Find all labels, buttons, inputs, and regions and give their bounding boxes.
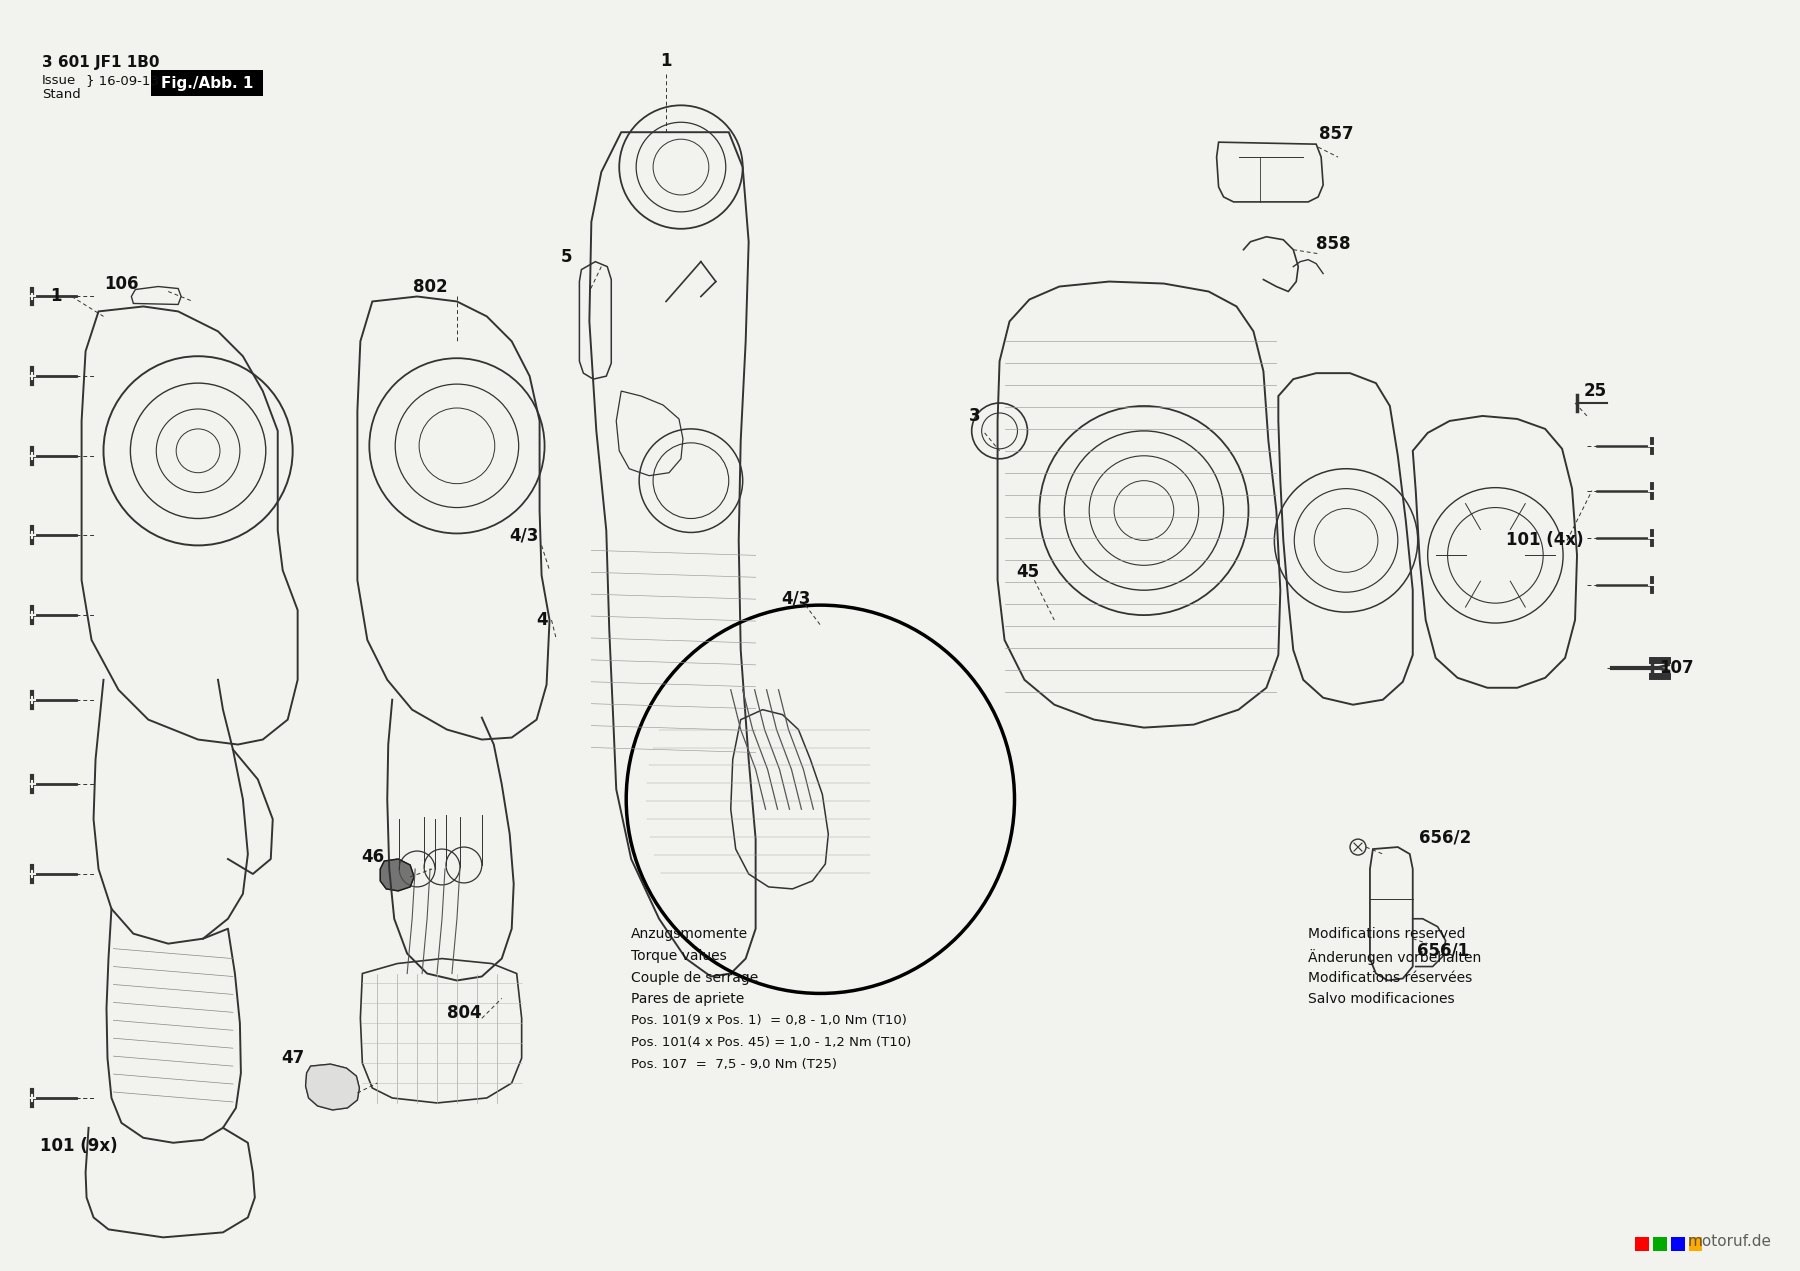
Text: 857: 857: [1319, 126, 1354, 144]
FancyBboxPatch shape: [151, 70, 263, 97]
Text: 106: 106: [104, 275, 139, 292]
Text: Pos. 107  =  7,5 - 9,0 Nm (T25): Pos. 107 = 7,5 - 9,0 Nm (T25): [632, 1059, 837, 1071]
Text: Torque values: Torque values: [632, 948, 727, 962]
Text: 3 601 JF1 1B0: 3 601 JF1 1B0: [41, 55, 158, 70]
Text: Fig./Abb. 1: Fig./Abb. 1: [160, 76, 254, 92]
Polygon shape: [306, 1064, 360, 1110]
Polygon shape: [380, 859, 414, 891]
Text: 858: 858: [1316, 235, 1350, 253]
Text: 101 (4x): 101 (4x): [1507, 531, 1584, 549]
Text: Modifications reserved: Modifications reserved: [1309, 927, 1465, 941]
Text: Anzugsmomente: Anzugsmomente: [632, 927, 749, 941]
Text: 4/3: 4/3: [509, 526, 538, 544]
Text: Pos. 101(9 x Pos. 1)  = 0,8 - 1,0 Nm (T10): Pos. 101(9 x Pos. 1) = 0,8 - 1,0 Nm (T10…: [632, 1014, 907, 1027]
Text: 25: 25: [1584, 383, 1607, 400]
Text: 4: 4: [536, 611, 547, 629]
Text: Änderungen vorbehalten: Änderungen vorbehalten: [1309, 948, 1481, 965]
Text: Modifications réservées: Modifications réservées: [1309, 971, 1472, 985]
FancyBboxPatch shape: [1634, 1238, 1649, 1251]
Text: 1: 1: [50, 287, 61, 305]
Text: 101 (9x): 101 (9x): [40, 1136, 117, 1155]
Text: 802: 802: [412, 277, 448, 296]
Text: Pos. 101(4 x Pos. 45) = 1,0 - 1,2 Nm (T10): Pos. 101(4 x Pos. 45) = 1,0 - 1,2 Nm (T1…: [632, 1036, 911, 1050]
Text: 1: 1: [661, 52, 671, 70]
Text: 47: 47: [281, 1049, 304, 1068]
Text: } 16-09-13: } 16-09-13: [86, 75, 158, 88]
FancyBboxPatch shape: [1652, 1238, 1667, 1251]
FancyBboxPatch shape: [1670, 1238, 1685, 1251]
FancyBboxPatch shape: [1688, 1238, 1703, 1251]
Text: Pares de apriete: Pares de apriete: [632, 993, 745, 1007]
Text: 107: 107: [1660, 658, 1694, 677]
Text: 4/3: 4/3: [781, 590, 810, 608]
Text: Salvo modificaciones: Salvo modificaciones: [1309, 993, 1454, 1007]
Text: 3: 3: [968, 407, 981, 425]
Text: Couple de serrage: Couple de serrage: [632, 971, 758, 985]
Text: motoruf.de: motoruf.de: [1687, 1234, 1771, 1249]
Text: 656/2: 656/2: [1420, 829, 1472, 846]
Text: 804: 804: [446, 1004, 481, 1022]
Text: 45: 45: [1015, 563, 1039, 581]
Text: 656/1: 656/1: [1417, 942, 1469, 960]
Text: 46: 46: [360, 848, 383, 866]
Text: 5: 5: [562, 248, 572, 266]
Text: Issue: Issue: [41, 75, 76, 88]
Text: Stand: Stand: [41, 89, 81, 102]
